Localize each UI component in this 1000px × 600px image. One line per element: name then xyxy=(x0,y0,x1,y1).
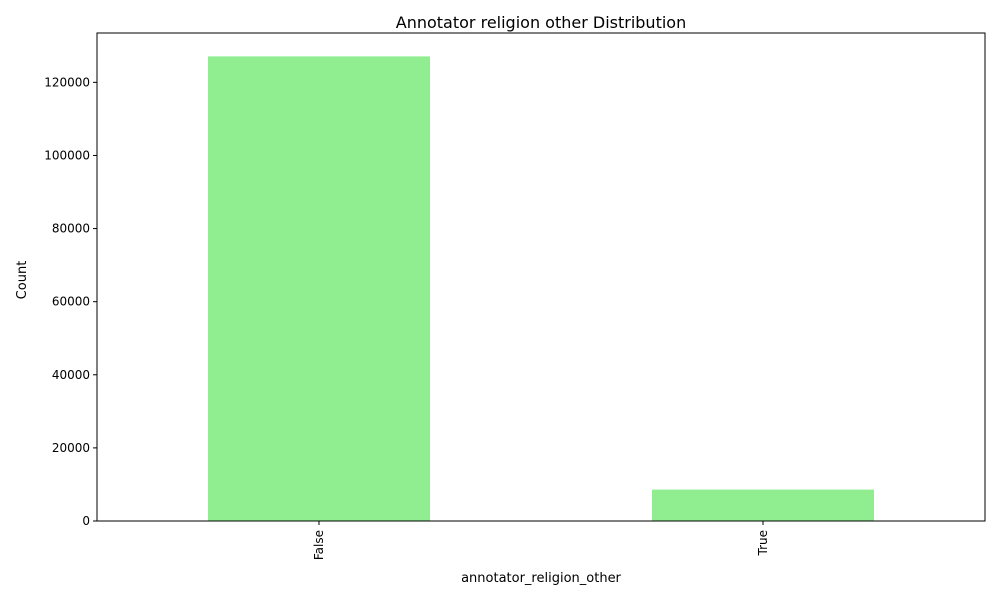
y-tick-label: 120000 xyxy=(44,75,90,89)
x-axis-label: annotator_religion_other xyxy=(461,571,621,586)
y-tick-label: 100000 xyxy=(44,148,90,162)
bar-true xyxy=(652,489,874,521)
y-tick-label: 20000 xyxy=(52,441,90,455)
y-tick-label: 80000 xyxy=(52,222,90,236)
x-tick-label: True xyxy=(756,530,770,557)
bar-false xyxy=(208,56,430,522)
y-tick-label: 40000 xyxy=(52,368,90,382)
chart-title: Annotator religion other Distribution xyxy=(396,13,686,32)
y-tick-label: 0 xyxy=(82,514,90,528)
axes-layer: False True 0 20000 40000 60000 80000 100000 1200… xyxy=(44,32,986,560)
y-tick-label: 60000 xyxy=(52,295,90,309)
y-axis-label: Count xyxy=(15,261,30,300)
bars-layer xyxy=(208,56,874,522)
x-tick-label: False xyxy=(312,530,326,560)
plot-frame xyxy=(96,32,986,522)
